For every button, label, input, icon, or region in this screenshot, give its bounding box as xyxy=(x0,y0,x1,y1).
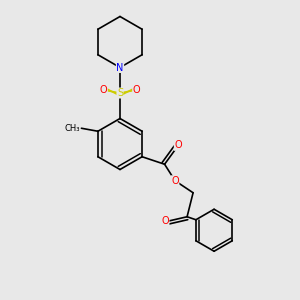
Text: O: O xyxy=(100,85,107,95)
Text: O: O xyxy=(161,216,169,226)
Text: O: O xyxy=(171,176,179,186)
Text: S: S xyxy=(117,88,123,98)
Text: O: O xyxy=(133,85,140,95)
Text: N: N xyxy=(116,62,124,73)
Text: O: O xyxy=(174,140,182,150)
Text: CH₃: CH₃ xyxy=(64,124,80,133)
